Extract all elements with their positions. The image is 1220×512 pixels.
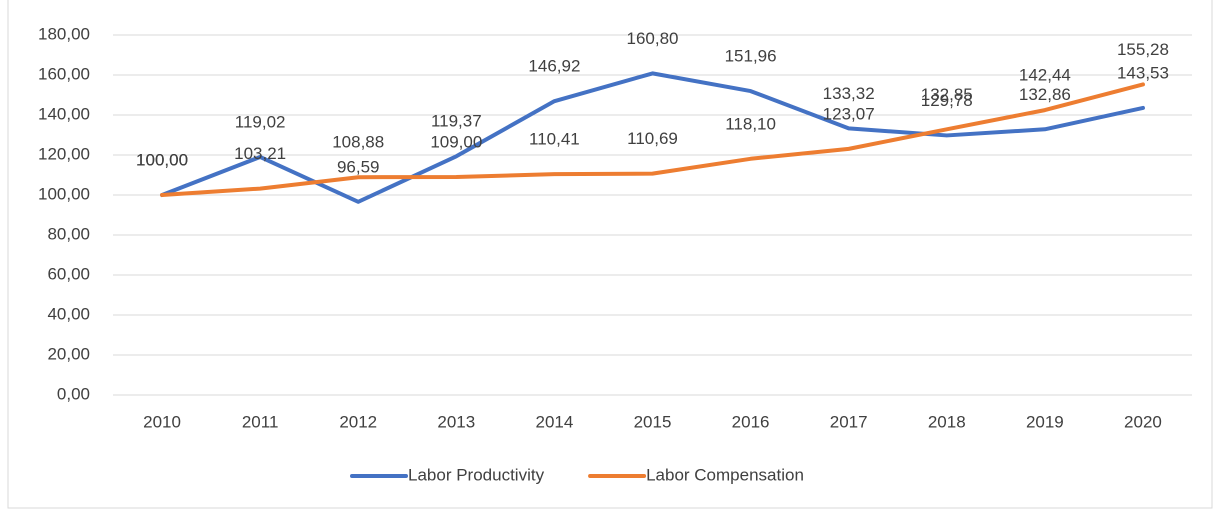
data-label: 118,10: [725, 114, 776, 133]
data-label: 110,69: [627, 129, 678, 148]
y-tick-label: 20,00: [47, 344, 90, 363]
y-tick-label: 100,00: [38, 184, 90, 203]
data-label: 142,44: [1019, 66, 1071, 85]
data-label: 143,53: [1117, 63, 1169, 82]
x-tick-label: 2014: [535, 412, 573, 431]
legend-label: Labor Compensation: [646, 465, 804, 484]
y-tick-label: 160,00: [38, 64, 90, 83]
data-label: 100,00: [136, 150, 188, 169]
x-tick-label: 2013: [437, 412, 475, 431]
data-label: 146,92: [528, 57, 580, 76]
data-label: 103,21: [234, 144, 286, 163]
data-label: 129,78: [921, 91, 973, 110]
data-label: 151,96: [725, 47, 777, 66]
x-tick-label: 2019: [1026, 412, 1064, 431]
x-tick-label: 2012: [339, 412, 377, 431]
x-tick-label: 2016: [732, 412, 770, 431]
chart-border: [7, 0, 1213, 509]
data-label: 110,41: [529, 130, 580, 149]
data-label: 132,85: [921, 85, 973, 104]
x-tick-label: 2020: [1124, 412, 1162, 431]
legend-label: Labor Productivity: [408, 465, 545, 484]
y-tick-label: 120,00: [38, 144, 90, 163]
data-label: 109,00: [430, 132, 482, 151]
y-tick-label: 80,00: [47, 224, 90, 243]
data-label: 132,86: [1019, 85, 1071, 104]
series-line: [160, 71, 1145, 204]
data-label: 119,02: [235, 112, 286, 131]
x-tick-label: 2015: [634, 412, 672, 431]
x-tick-label: 2011: [242, 412, 279, 431]
data-label: 133,32: [823, 84, 875, 103]
series-line: [160, 82, 1145, 197]
y-tick-label: 60,00: [47, 264, 90, 283]
data-label: 108,88: [332, 133, 384, 152]
data-label: 100,00: [136, 150, 188, 169]
data-label: 123,07: [823, 104, 875, 123]
data-label: 96,59: [337, 157, 380, 176]
data-label: 155,28: [1117, 40, 1169, 59]
y-tick-label: 0,00: [57, 384, 90, 403]
y-tick-label: 140,00: [38, 104, 90, 123]
x-tick-label: 2018: [928, 412, 966, 431]
y-tick-label: 40,00: [47, 304, 90, 323]
x-tick-label: 2017: [830, 412, 868, 431]
x-tick-label: 2010: [143, 412, 181, 431]
y-tick-label: 180,00: [38, 24, 90, 43]
data-label: 160,80: [627, 29, 679, 48]
data-label: 119,37: [431, 112, 482, 131]
